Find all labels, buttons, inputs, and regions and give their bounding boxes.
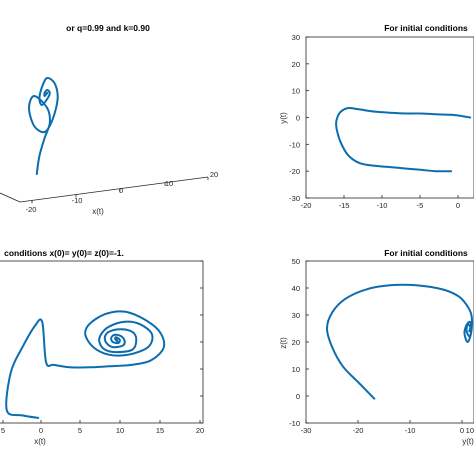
y-tick-br-5: 0 [296,392,300,401]
ticks-bl: 5 0 5 10 15 20 [1,260,204,435]
panel-bottom-right: For initial conditions z(t) y(t) -30 -20 -… [279,248,474,446]
x-tick-bl-1: 0 [39,426,43,435]
y-tick-tr-4: -10 [289,140,300,149]
x-tick-tr-1: -15 [339,201,350,210]
x-tick-bl-3: 10 [116,426,124,435]
y-tick-tr-0: 30 [292,33,300,42]
series-line-tl [28,76,59,175]
x-tick-bl-0: 5 [1,426,5,435]
x-tick-bl-5: 20 [196,426,204,435]
y-tick-tr-2: 10 [292,87,300,96]
y-tick-br-1: 40 [292,284,300,293]
x-tick-tl-2: 0 [119,186,123,195]
panel-top-right: For initial conditions y(t) -20 -15 -10 -5 0… [279,23,474,210]
chart-title-br: For initial conditions [384,248,468,258]
x-tick-tr-3: -5 [417,201,424,210]
x-axis-label-tl: x(t) [92,207,104,216]
y-tick-tr-6: -30 [289,194,300,203]
panel-top-left: or q=0.99 and k=0.90 -20 -10 0 10 20 x(t… [0,23,218,216]
y-tick-br-2: 30 [292,311,300,320]
y-tick-br-3: 20 [292,338,300,347]
y-tick-br-6: -10 [289,419,300,428]
x-tick-tl-4: 20 [210,170,218,179]
y-tick-tr-5: -20 [289,167,300,176]
x-axis-label-bl: x(t) [34,437,46,446]
y-tick-br-0: 50 [292,257,300,266]
panel-bottom-left: conditions x(0)= y(0)= z(0)=-1. 5 0 5 10 15 2… [0,248,204,446]
x-tick-br-3: 0 [460,426,464,435]
x-tick-tl-0: -20 [26,205,37,214]
x-tick-tl-3: 10 [165,179,173,188]
x-axis-label-br: y(t) [462,437,474,446]
y-axis-label-tr: y(t) [279,112,288,124]
x-tick-br-1: -20 [353,426,364,435]
y-tick-tr-1: 20 [292,60,300,69]
chart-title-tl: or q=0.99 and k=0.90 [66,23,150,33]
y-axis-label-br: z(t) [279,337,288,349]
series-line-bl [5,310,166,419]
y-tick-tr-3: 0 [296,114,300,123]
y-axis-tl [0,192,21,203]
plot-frame-tr [305,36,474,199]
x-tick-tr-2: -10 [377,201,388,210]
x-tick-tl-1: -10 [72,196,83,205]
x-tick-br-4: 10 [466,426,474,435]
x-tick-br-0: -30 [301,426,312,435]
series-line-tr [335,107,472,173]
x-tick-br-2: -10 [405,426,416,435]
x-tick-tr-4: 0 [456,201,460,210]
x-axis-tl [19,176,209,203]
y-tick-br-4: 10 [292,365,300,374]
chart-title-tr: For initial conditions [384,23,468,33]
x-tick-tr-0: -20 [301,201,312,210]
chart-title-bl: conditions x(0)= y(0)= z(0)=-1. [4,248,124,258]
plot-frame-bl [0,260,204,424]
series-line-br [326,283,473,400]
x-tick-bl-2: 5 [78,426,82,435]
x-tick-bl-4: 15 [156,426,164,435]
